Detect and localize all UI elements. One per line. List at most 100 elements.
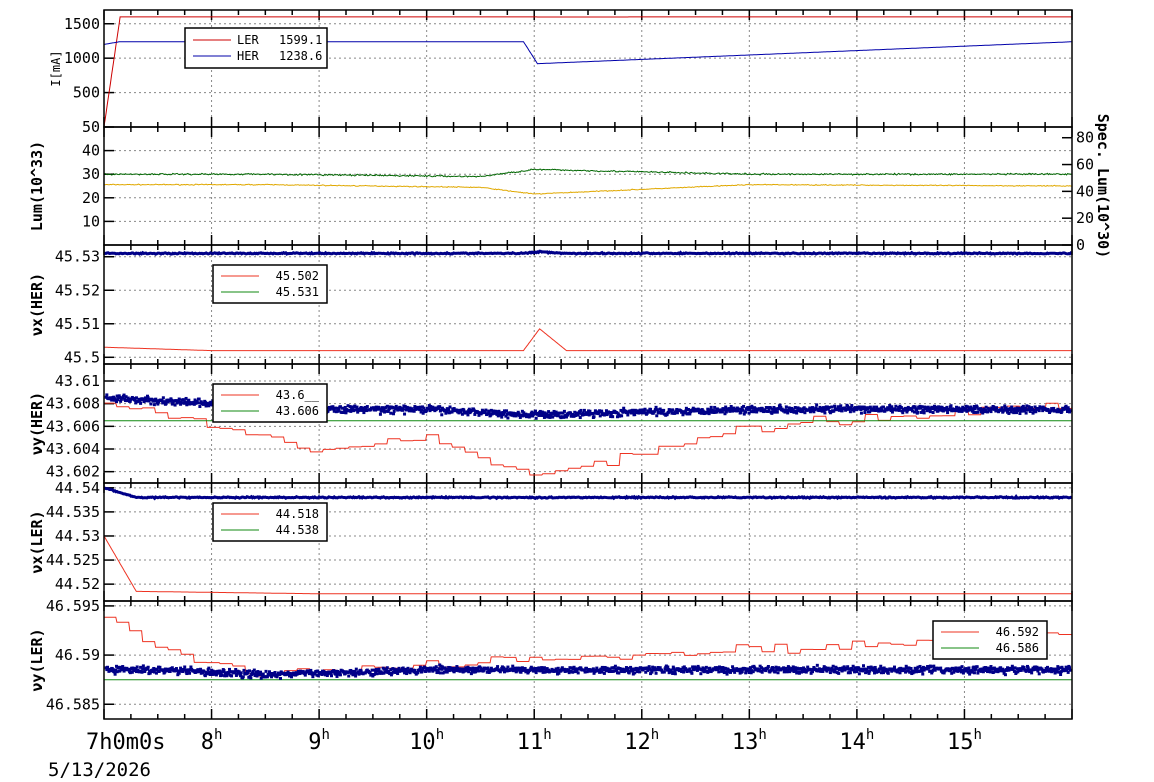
data-point: [825, 669, 829, 673]
data-point: [954, 666, 958, 670]
data-point: [401, 666, 405, 670]
data-point: [311, 675, 315, 679]
data-point: [1012, 669, 1016, 673]
y-axis-label: νy(HER): [28, 392, 46, 455]
data-point: [972, 665, 976, 669]
data-point: [742, 404, 746, 408]
data-point: [730, 669, 734, 673]
series-1-line: [103, 16, 1072, 127]
data-point: [131, 666, 135, 670]
data-point: [1009, 410, 1013, 414]
data-point: [198, 669, 202, 673]
data-point: [912, 670, 916, 674]
data-point: [112, 395, 116, 399]
data-point: [1006, 666, 1010, 670]
data-point: [731, 409, 735, 413]
y-tick-label: 44.535: [46, 503, 100, 521]
data-point: [626, 666, 630, 670]
data-point: [873, 665, 877, 669]
data-point: [199, 667, 203, 671]
data-point: [833, 668, 837, 672]
y-axis-label: νy(LER): [28, 628, 46, 691]
data-point: [933, 668, 937, 672]
data-point: [519, 670, 523, 674]
data-point: [775, 410, 779, 414]
data-point: [517, 412, 521, 416]
data-point: [881, 405, 885, 409]
data-point: [855, 670, 859, 674]
y-tick-label: 43.61: [55, 372, 100, 390]
data-point: [768, 406, 772, 410]
data-point: [647, 410, 651, 414]
data-point: [658, 407, 662, 411]
data-point: [329, 674, 333, 678]
data-point: [903, 667, 907, 671]
data-point: [601, 666, 605, 670]
data-point: [457, 411, 461, 415]
data-point: [638, 670, 642, 674]
y-tick-label: 43.608: [46, 395, 100, 413]
data-point: [613, 669, 617, 673]
legend-box: [212, 502, 328, 542]
data-point: [160, 399, 164, 403]
data-point: [456, 666, 460, 670]
data-point: [786, 668, 790, 672]
data-point: [845, 667, 849, 671]
y-tick-label: 44.54: [55, 479, 100, 497]
y-tick-label: 46.595: [46, 597, 100, 615]
data-point: [518, 666, 522, 670]
data-point: [886, 671, 890, 675]
data-point: [739, 410, 743, 414]
data-point: [662, 408, 666, 412]
data-point: [724, 410, 728, 414]
data-point: [672, 666, 676, 670]
data-point: [543, 411, 547, 415]
data-point: [1007, 411, 1011, 415]
data-point: [501, 411, 505, 415]
data-point: [724, 405, 728, 409]
data-point: [576, 413, 580, 417]
data-point: [394, 404, 398, 408]
data-point: [824, 666, 828, 670]
data-point: [118, 395, 122, 399]
data-point: [878, 667, 882, 671]
data-point: [794, 669, 798, 673]
data-point: [354, 667, 358, 671]
data-point: [161, 669, 165, 673]
data-point: [203, 400, 207, 404]
data-point: [242, 668, 246, 672]
data-point: [849, 406, 853, 410]
data-point: [258, 673, 262, 677]
data-point: [149, 402, 153, 406]
data-point: [773, 410, 777, 414]
data-point: [971, 407, 975, 411]
data-point: [1065, 668, 1069, 672]
data-point: [510, 413, 514, 417]
data-point: [547, 413, 551, 417]
data-point: [471, 666, 475, 670]
data-point: [478, 669, 482, 673]
data-point: [744, 671, 748, 675]
data-point: [499, 668, 503, 672]
data-point: [375, 672, 379, 676]
data-point: [715, 410, 719, 414]
data-point: [976, 671, 980, 675]
data-point: [665, 413, 669, 417]
data-point: [729, 405, 733, 409]
data-point: [1040, 667, 1044, 671]
data-point: [139, 401, 143, 405]
data-point: [928, 410, 932, 414]
data-point: [975, 405, 979, 409]
data-point: [1056, 665, 1060, 669]
data-point: [380, 406, 384, 410]
data-point: [158, 665, 162, 669]
data-point: [193, 398, 197, 402]
data-point: [675, 411, 679, 415]
legend-box: [184, 27, 328, 69]
data-point: [470, 409, 474, 413]
data-point: [353, 404, 357, 408]
data-point: [370, 668, 374, 672]
data-point: [1028, 409, 1032, 413]
data-point: [758, 664, 762, 668]
data-point: [732, 406, 736, 410]
